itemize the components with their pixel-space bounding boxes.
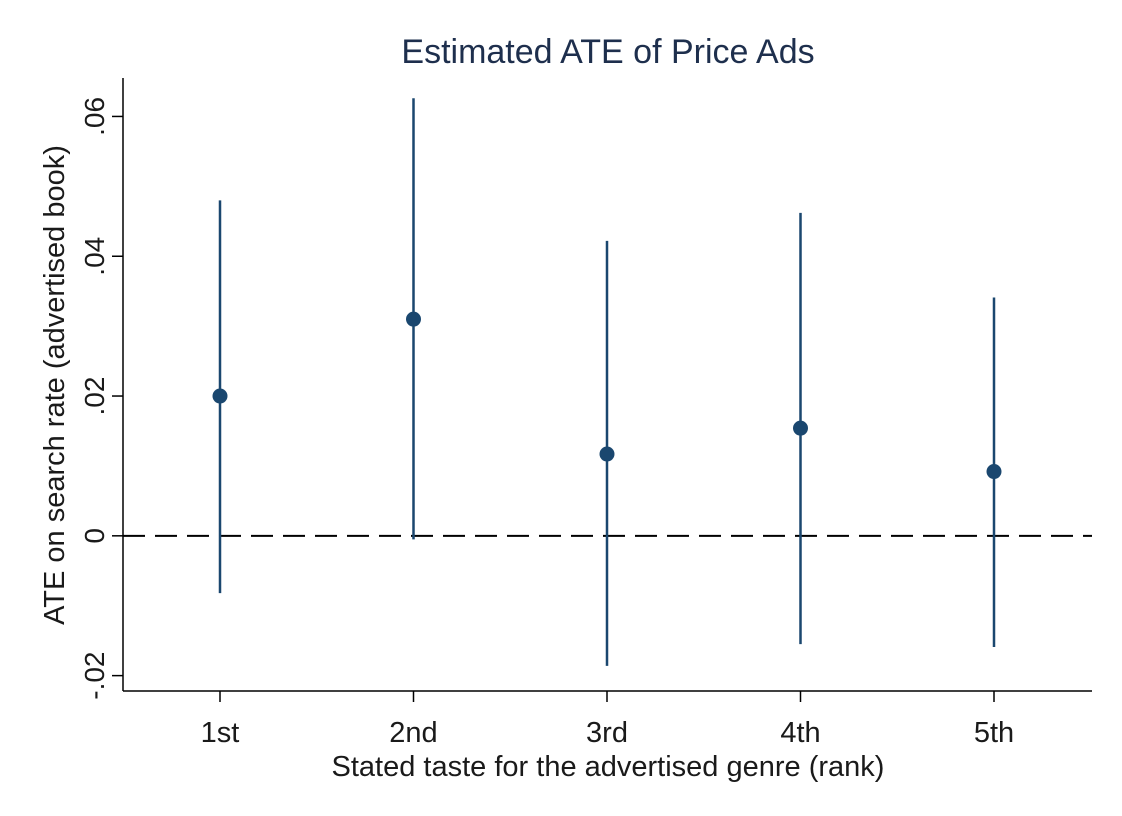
point-estimate-3rd [599, 446, 615, 462]
x-tick-label: 1st [201, 717, 240, 749]
y-axis-ticks: -.02 0 .02 .04 .06 [79, 97, 123, 700]
y-tick-label: .02 [79, 377, 110, 416]
chart-title: Estimated ATE of Price Ads [401, 33, 814, 71]
data-marks [212, 98, 1002, 666]
y-axis-label: ATE on search rate (advertised book) [39, 145, 71, 625]
point-estimate-5th [986, 464, 1002, 480]
point-estimate-1st [212, 388, 228, 404]
y-tick-label: .06 [79, 97, 110, 136]
point-estimate-4th [793, 420, 808, 436]
x-tick-label: 5th [974, 717, 1014, 749]
x-tick-label: 3rd [586, 717, 628, 749]
point-estimate-2nd [406, 311, 421, 327]
y-tick-label: 0 [79, 528, 110, 544]
y-tick-label: .04 [79, 237, 110, 276]
x-tick-label: 2nd [389, 717, 437, 749]
x-axis-ticks: 1st 2nd 3rd 4th 5th [201, 691, 1014, 749]
plot-area: -.02 0 .02 .04 .06 1st 2nd 3rd 4th 5th [79, 78, 1092, 749]
x-axis-label: Stated taste for the advertised genre (r… [332, 751, 885, 783]
y-tick-label: -.02 [79, 651, 110, 699]
x-tick-label: 4th [780, 717, 820, 749]
